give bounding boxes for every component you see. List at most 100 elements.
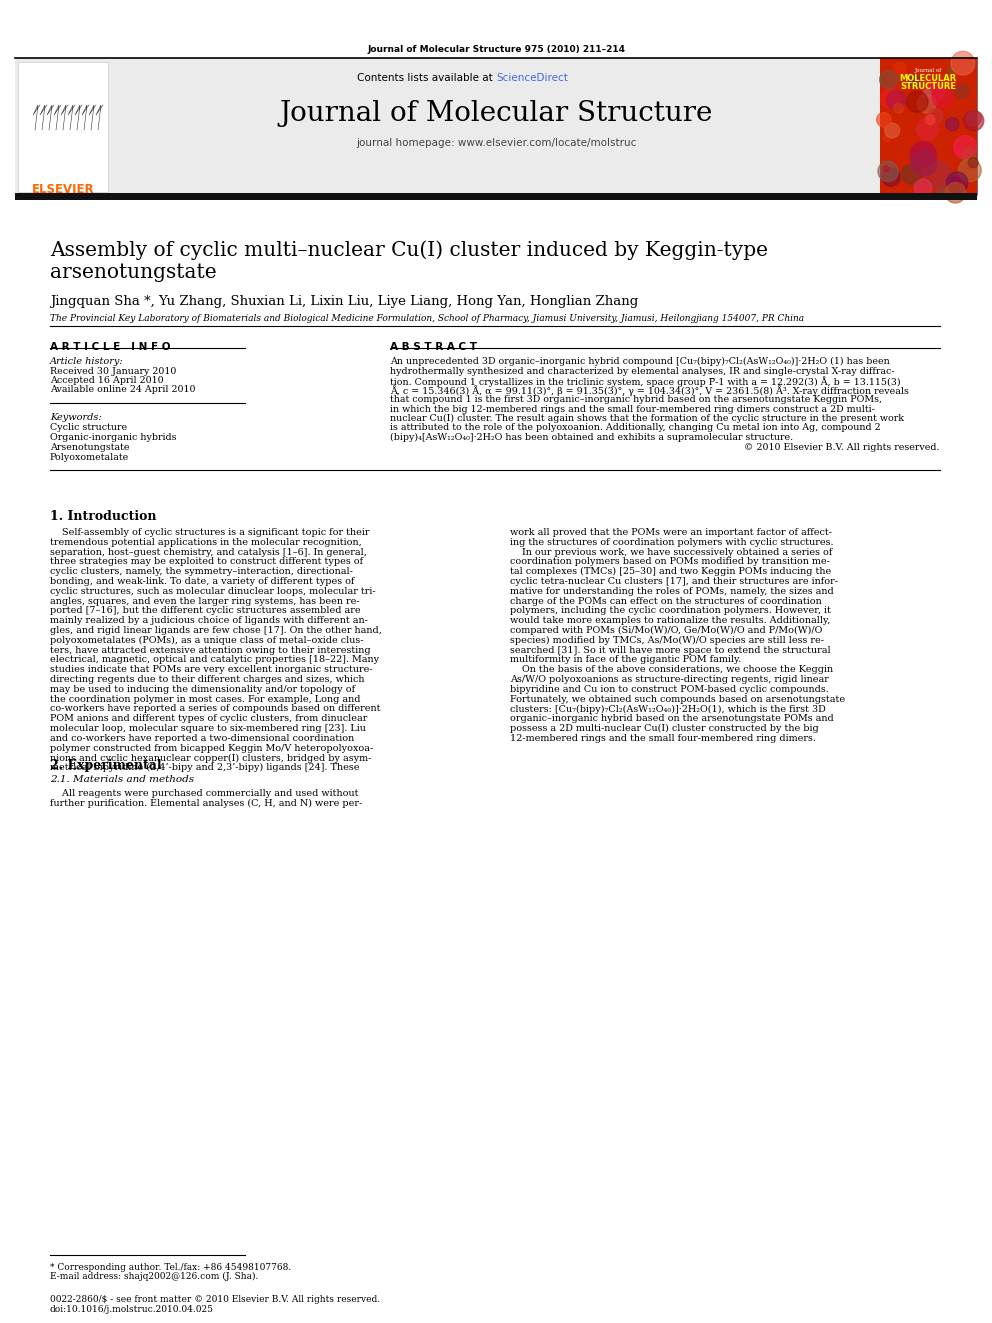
Text: tion. Compound 1 crystallizes in the triclinic system, space group P̅-1 with a =: tion. Compound 1 crystallizes in the tri… <box>390 376 901 386</box>
Text: and co-workers have reported a two-dimensional coordination: and co-workers have reported a two-dimen… <box>50 734 354 742</box>
Text: co-workers have reported a series of compounds based on different: co-workers have reported a series of com… <box>50 704 381 713</box>
Circle shape <box>960 147 976 163</box>
Text: polyoxometalates (POMs), as a unique class of metal–oxide clus-: polyoxometalates (POMs), as a unique cla… <box>50 636 363 644</box>
Text: Fortunately, we obtained such compounds based on arsenotungstate: Fortunately, we obtained such compounds … <box>510 695 845 704</box>
Text: Å, c = 15.346(3) Å, α = 99.11(3)°, β = 91.35(3)°, γ = 104.34(3)°, V = 2361.5(8) : Å, c = 15.346(3) Å, α = 99.11(3)°, β = 9… <box>390 385 909 397</box>
Circle shape <box>953 136 977 159</box>
Circle shape <box>948 67 953 73</box>
Bar <box>15 58 977 194</box>
Text: work all proved that the POMs were an important factor of affect-: work all proved that the POMs were an im… <box>510 528 832 537</box>
Bar <box>880 58 977 194</box>
Text: angles, squares, and even the larger ring systems, has been re-: angles, squares, and even the larger rin… <box>50 597 360 606</box>
Circle shape <box>894 103 904 112</box>
Text: cyclic clusters, namely, the symmetry–interaction, directional-: cyclic clusters, namely, the symmetry–in… <box>50 568 353 577</box>
Text: that compound 1 is the first 3D organic–inorganic hybrid based on the arsenotung: that compound 1 is the first 3D organic–… <box>390 396 882 404</box>
Circle shape <box>952 146 962 155</box>
Text: species) modified by TMCs, As/Mo(W)/O species are still less re-: species) modified by TMCs, As/Mo(W)/O sp… <box>510 636 824 644</box>
Text: cyclic structures, such as molecular dinuclear loops, molecular tri-: cyclic structures, such as molecular din… <box>50 587 376 595</box>
Circle shape <box>909 75 921 87</box>
Text: arsenotungstate: arsenotungstate <box>50 263 216 282</box>
Text: Journal of: Journal of <box>915 67 941 73</box>
Text: ELSEVIER: ELSEVIER <box>32 183 94 196</box>
Text: the coordination polymer in most cases. For example, Long and: the coordination polymer in most cases. … <box>50 695 360 704</box>
Text: metrical bipyridine (2,4’-bipy and 2,3’-bipy) ligands [24]. These: metrical bipyridine (2,4’-bipy and 2,3’-… <box>50 763 359 773</box>
Text: cyclic tetra-nuclear Cu clusters [17], and their structures are infor-: cyclic tetra-nuclear Cu clusters [17], a… <box>510 577 838 586</box>
Text: 0022-2860/$ - see front matter © 2010 Elsevier B.V. All rights reserved.: 0022-2860/$ - see front matter © 2010 El… <box>50 1295 380 1304</box>
Text: nuclear Cu(I) cluster. The result again shows that the formation of the cyclic s: nuclear Cu(I) cluster. The result again … <box>390 414 904 423</box>
Text: charge of the POMs can effect on the structures of coordination: charge of the POMs can effect on the str… <box>510 597 821 606</box>
Circle shape <box>907 91 929 112</box>
Text: ported [7–16], but the different cyclic structures assembled are: ported [7–16], but the different cyclic … <box>50 606 361 615</box>
Circle shape <box>917 118 939 140</box>
Text: clusters: [Cu₇(bipy)₇Cl₂(AsW₁₂O₄₀)]·2H₂O(1), which is the first 3D: clusters: [Cu₇(bipy)₇Cl₂(AsW₁₂O₄₀)]·2H₂O… <box>510 704 825 713</box>
Text: polymer constructed from bicapped Keggin Mo/V heteropolyoxoa-: polymer constructed from bicapped Keggin… <box>50 744 373 753</box>
Circle shape <box>911 149 936 176</box>
Text: tal complexes (TMCs) [25–30] and two Keggin POMs inducing the: tal complexes (TMCs) [25–30] and two Keg… <box>510 568 831 577</box>
Text: molecular loop, molecular square to six-membered ring [23]. Liu: molecular loop, molecular square to six-… <box>50 724 366 733</box>
Circle shape <box>968 157 978 168</box>
Text: © 2010 Elsevier B.V. All rights reserved.: © 2010 Elsevier B.V. All rights reserved… <box>745 442 940 451</box>
Text: searched [31]. So it will have more space to extend the structural: searched [31]. So it will have more spac… <box>510 646 830 655</box>
Text: nions and cyclic hexanuclear copper(I) clusters, bridged by asym-: nions and cyclic hexanuclear copper(I) c… <box>50 753 371 762</box>
Circle shape <box>936 187 947 197</box>
Circle shape <box>882 168 900 187</box>
Text: gles, and rigid linear ligands are few chose [17]. On the other hand,: gles, and rigid linear ligands are few c… <box>50 626 382 635</box>
Text: The Provincial Key Laboratory of Biomaterials and Biological Medicine Formulatio: The Provincial Key Laboratory of Biomate… <box>50 314 805 323</box>
Text: Polyoxometalate: Polyoxometalate <box>50 452 129 462</box>
Circle shape <box>918 94 936 114</box>
Bar <box>880 58 977 194</box>
Text: multiformity in face of the gigantic POM family.: multiformity in face of the gigantic POM… <box>510 655 741 664</box>
Circle shape <box>966 111 981 126</box>
Text: polymers, including the cyclic coordination polymers. However, it: polymers, including the cyclic coordinat… <box>510 606 831 615</box>
Text: Available online 24 April 2010: Available online 24 April 2010 <box>50 385 195 394</box>
Circle shape <box>883 135 890 142</box>
Text: tremendous potential applications in the molecular recognition,: tremendous potential applications in the… <box>50 538 362 546</box>
Text: three strategies may be exploited to construct different types of: three strategies may be exploited to con… <box>50 557 363 566</box>
Circle shape <box>923 81 944 103</box>
Circle shape <box>885 123 900 138</box>
Text: would take more examples to rationalize the results. Additionally,: would take more examples to rationalize … <box>510 617 830 626</box>
Circle shape <box>911 142 936 168</box>
Text: Organic-inorganic hybrids: Organic-inorganic hybrids <box>50 433 177 442</box>
Text: further purification. Elemental analyses (C, H, and N) were per-: further purification. Elemental analyses… <box>50 799 362 808</box>
Circle shape <box>926 115 935 124</box>
Text: in which the big 12-membered rings and the small four-membered ring dimers const: in which the big 12-membered rings and t… <box>390 405 875 414</box>
Text: ing the structures of coordination polymers with cyclic structures.: ing the structures of coordination polym… <box>510 538 833 546</box>
Text: 2.1. Materials and methods: 2.1. Materials and methods <box>50 774 194 783</box>
Circle shape <box>949 177 960 187</box>
Circle shape <box>893 62 907 75</box>
Circle shape <box>945 118 959 131</box>
Text: bonding, and weak-link. To date, a variety of different types of: bonding, and weak-link. To date, a varie… <box>50 577 354 586</box>
Text: Cyclic structure: Cyclic structure <box>50 423 127 433</box>
Text: mative for understanding the roles of POMs, namely, the sizes and: mative for understanding the roles of PO… <box>510 587 833 595</box>
Text: 12-membered rings and the small four-membered ring dimers.: 12-membered rings and the small four-mem… <box>510 734 815 742</box>
Circle shape <box>951 52 975 75</box>
Circle shape <box>946 172 968 193</box>
Text: All reagents were purchased commercially and used without: All reagents were purchased commercially… <box>50 789 358 798</box>
Circle shape <box>929 108 943 123</box>
Circle shape <box>902 164 922 184</box>
Text: Contents lists available at: Contents lists available at <box>357 73 496 83</box>
Text: Journal of Molecular Structure: Journal of Molecular Structure <box>280 101 712 127</box>
Text: coordination polymers based on POMs modified by transition me-: coordination polymers based on POMs modi… <box>510 557 830 566</box>
Text: As/W/O polyoxoanions as structure-directing regents, rigid linear: As/W/O polyoxoanions as structure-direct… <box>510 675 829 684</box>
Text: POM anions and different types of cyclic clusters, from dinuclear: POM anions and different types of cyclic… <box>50 714 367 724</box>
Text: Assembly of cyclic multi–nuclear Cu(I) cluster induced by Keggin-type: Assembly of cyclic multi–nuclear Cu(I) c… <box>50 239 768 259</box>
Bar <box>15 193 977 200</box>
Text: organic–inorganic hybrid based on the arsenotungstate POMs and: organic–inorganic hybrid based on the ar… <box>510 714 833 724</box>
Text: separation, host–guest chemistry, and catalysis [1–6]. In general,: separation, host–guest chemistry, and ca… <box>50 548 367 557</box>
Text: Keywords:: Keywords: <box>50 413 101 422</box>
Text: STRUCTURE: STRUCTURE <box>900 82 956 91</box>
Circle shape <box>881 89 900 108</box>
Circle shape <box>926 161 952 188</box>
Text: Journal of Molecular Structure 975 (2010) 211–214: Journal of Molecular Structure 975 (2010… <box>367 45 625 54</box>
Circle shape <box>883 167 889 172</box>
Text: directing regents due to their different charges and sizes, which: directing regents due to their different… <box>50 675 364 684</box>
Circle shape <box>955 85 969 98</box>
Circle shape <box>932 87 953 108</box>
Text: ScienceDirect: ScienceDirect <box>496 73 567 83</box>
Circle shape <box>915 179 931 197</box>
Text: 2. Experimental: 2. Experimental <box>50 758 162 771</box>
Text: electrical, magnetic, optical and catalytic properties [18–22]. Many: electrical, magnetic, optical and cataly… <box>50 655 379 664</box>
Text: bipyridine and Cu ion to construct POM-based cyclic compounds.: bipyridine and Cu ion to construct POM-b… <box>510 685 828 693</box>
